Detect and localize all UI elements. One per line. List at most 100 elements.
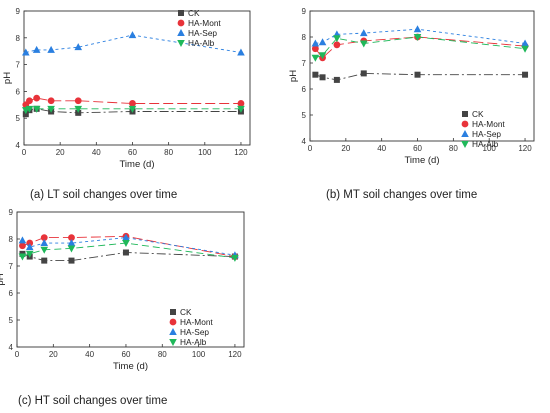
data-point-ha-sep: [40, 239, 49, 247]
x-tick-label: 0: [308, 144, 313, 153]
y-tick-label: 7: [302, 59, 307, 68]
data-point-ck: [122, 249, 129, 256]
y-tick-label: 8: [9, 235, 14, 244]
data-point-ha-alb: [359, 40, 368, 48]
x-tick-label: 80: [449, 144, 458, 153]
data-point-ha-alb: [47, 105, 55, 113]
y-tick-label: 9: [302, 7, 307, 16]
data-point-ha-mont: [40, 234, 48, 242]
x-axis-label: Time (d): [113, 361, 148, 372]
x-tick-label: 20: [49, 350, 58, 359]
legend-label-ha-alb: HA-Alb: [472, 139, 499, 149]
data-point-ck: [41, 257, 48, 264]
y-axis-label: pH: [2, 72, 13, 84]
data-point-ck: [312, 71, 319, 78]
y-tick-label: 7: [9, 262, 14, 271]
data-point-ha-alb: [32, 105, 41, 113]
data-point-ha-sep: [237, 48, 245, 56]
plot-frame: [309, 10, 535, 142]
x-tick-label: 0: [22, 148, 27, 157]
data-point-ha-sep: [318, 38, 327, 46]
legend-label-ha-alb: HA-Alb: [180, 337, 207, 347]
x-tick-label: 100: [192, 350, 206, 359]
y-tick-label: 6: [16, 87, 21, 96]
y-tick-label: 5: [16, 114, 21, 123]
x-tick-label: 40: [85, 350, 94, 359]
panel-ht-soil: 0 20 40 60 80 100 120 4 5 6 7 8 9 Time (d) pH CKHA-Mont…: [0, 208, 245, 372]
legend-marker-ha-sep: [169, 328, 177, 335]
x-tick-label: 80: [164, 148, 173, 157]
caption-ht-soil: (c) HT soil changes over time: [18, 395, 168, 407]
x-tick-label: 40: [92, 148, 101, 157]
legend-marker-ha-alb: [169, 339, 177, 346]
data-point-ha-alb: [122, 240, 130, 248]
legend-label-ha-mont: HA-Mont: [472, 119, 505, 129]
y-axis-label: pH: [288, 70, 299, 82]
data-point-ha-alb: [318, 52, 327, 60]
data-point-ha-sep: [311, 39, 320, 47]
y-tick-label: 5: [9, 316, 14, 325]
data-point-ck: [414, 71, 421, 78]
y-tick-label: 9: [16, 7, 21, 16]
legend-label-ha-mont: HA-Mont: [180, 317, 213, 327]
data-point-ha-sep: [47, 45, 55, 53]
y-tick-label: 7: [16, 61, 21, 70]
x-tick-label: 80: [158, 350, 167, 359]
data-point-ck: [75, 109, 82, 116]
legend-marker-ha-alb: [177, 40, 185, 47]
data-point-ha-alb: [237, 105, 245, 113]
series-line-ha-sep: [25, 34, 242, 53]
legend-label-ck: CK: [472, 109, 484, 119]
data-point-ha-alb: [231, 254, 239, 262]
data-point-ha-mont: [33, 94, 41, 102]
data-point-ha-sep: [122, 233, 130, 241]
y-tick-label: 4: [9, 343, 14, 352]
x-tick-label: 60: [122, 350, 131, 359]
x-tick-label: 60: [128, 148, 137, 157]
legend-marker-ck: [178, 10, 184, 16]
data-point-ck: [319, 74, 326, 81]
data-point-ha-mont: [311, 45, 319, 53]
legend-label-ha-sep: HA-Sep: [188, 28, 217, 38]
data-point-ha-alb: [40, 246, 49, 254]
y-tick-label: 8: [302, 33, 307, 42]
data-point-ck: [68, 257, 75, 264]
legend-label-ck: CK: [180, 307, 192, 317]
data-point-ha-sep: [128, 31, 137, 39]
legend-marker-ck: [462, 111, 468, 117]
caption-mt-soil: (b) MT soil changes over time: [326, 189, 478, 201]
plot-frame: [16, 211, 245, 348]
data-point-ha-sep: [413, 25, 422, 33]
data-point-ha-alb: [333, 35, 341, 43]
data-point-ha-sep: [25, 243, 34, 251]
y-tick-label: 5: [302, 111, 307, 120]
x-tick-label: 0: [15, 350, 20, 359]
legend-marker-ha-mont: [461, 120, 469, 128]
panel-lt-soil: 0 20 40 60 80 100 120 4 5 6 7 8 9 Time (d) pH CKHA-Mont…: [2, 7, 251, 170]
data-point-ha-sep: [18, 236, 27, 244]
data-point-ha-alb: [521, 45, 529, 53]
y-tick-label: 6: [9, 289, 14, 298]
data-point-ha-sep: [359, 29, 368, 37]
x-tick-label: 40: [377, 144, 386, 153]
data-point-ck: [360, 70, 367, 77]
data-point-ha-alb: [74, 105, 83, 113]
y-axis-label: pH: [0, 273, 6, 285]
data-point-ha-alb: [25, 250, 34, 258]
y-tick-label: 4: [16, 141, 21, 150]
x-tick-label: 120: [518, 144, 532, 153]
data-point-ck: [333, 76, 340, 83]
data-point-ha-mont: [237, 100, 245, 107]
data-point-ha-mont: [26, 239, 34, 247]
x-tick-label: 100: [198, 148, 212, 157]
x-tick-label: 100: [483, 144, 497, 153]
data-point-ha-alb: [18, 253, 27, 261]
data-point-ha-mont: [68, 234, 75, 242]
data-point-ha-sep: [32, 45, 41, 53]
x-tick-label: 20: [56, 148, 65, 157]
data-point-ha-sep: [74, 43, 83, 51]
data-point-ha-sep: [521, 39, 529, 47]
data-point-ha-mont: [129, 100, 136, 107]
x-tick-label: 60: [413, 144, 422, 153]
